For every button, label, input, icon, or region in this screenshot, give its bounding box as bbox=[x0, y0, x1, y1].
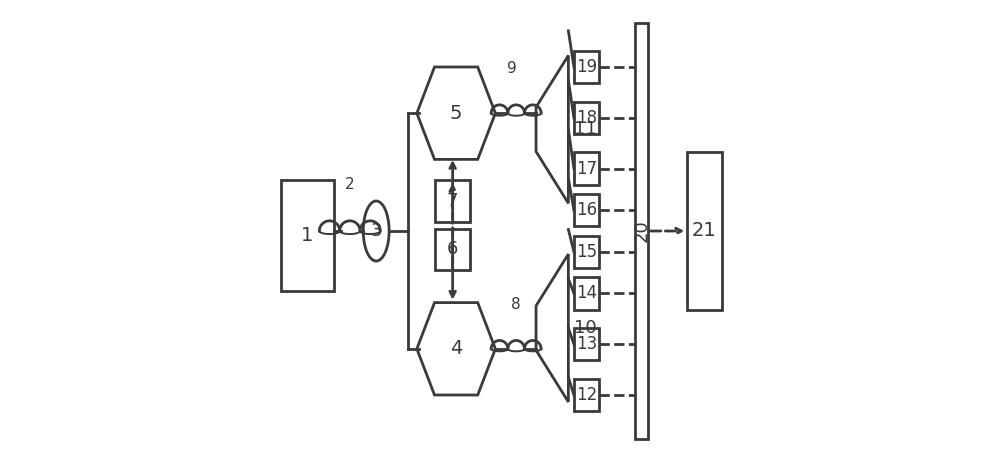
Bar bbox=[574, 379, 599, 411]
Text: 14: 14 bbox=[576, 285, 597, 302]
Text: 3: 3 bbox=[370, 222, 382, 240]
Bar bbox=[574, 102, 599, 134]
Bar bbox=[574, 152, 599, 185]
Bar bbox=[574, 51, 599, 83]
Text: 7: 7 bbox=[447, 192, 458, 210]
Ellipse shape bbox=[363, 201, 389, 261]
Text: 2: 2 bbox=[345, 177, 355, 192]
Text: 20: 20 bbox=[632, 219, 650, 243]
Bar bbox=[574, 194, 599, 226]
Text: 21: 21 bbox=[692, 221, 717, 241]
Text: 18: 18 bbox=[576, 109, 597, 127]
Text: 17: 17 bbox=[576, 160, 597, 177]
Text: 11: 11 bbox=[574, 121, 597, 138]
Text: 8: 8 bbox=[511, 297, 521, 312]
Text: 15: 15 bbox=[576, 243, 597, 261]
Bar bbox=[687, 152, 722, 310]
Bar bbox=[574, 236, 599, 268]
Polygon shape bbox=[417, 303, 495, 395]
Bar bbox=[574, 277, 599, 310]
Text: 10: 10 bbox=[574, 319, 597, 337]
Text: 5: 5 bbox=[450, 103, 462, 123]
Polygon shape bbox=[536, 254, 568, 402]
Bar bbox=[635, 23, 648, 439]
Text: 19: 19 bbox=[576, 58, 597, 76]
Bar bbox=[435, 229, 470, 270]
Text: 12: 12 bbox=[576, 386, 597, 404]
Text: 9: 9 bbox=[507, 61, 516, 76]
Text: 1: 1 bbox=[301, 226, 313, 245]
Polygon shape bbox=[536, 55, 568, 203]
Bar bbox=[574, 328, 599, 360]
Text: 4: 4 bbox=[450, 339, 462, 359]
Text: 16: 16 bbox=[576, 201, 597, 219]
Text: 13: 13 bbox=[576, 335, 597, 353]
Bar bbox=[435, 180, 470, 222]
Polygon shape bbox=[417, 67, 495, 159]
Bar bbox=[281, 180, 334, 291]
Text: 6: 6 bbox=[447, 241, 458, 258]
